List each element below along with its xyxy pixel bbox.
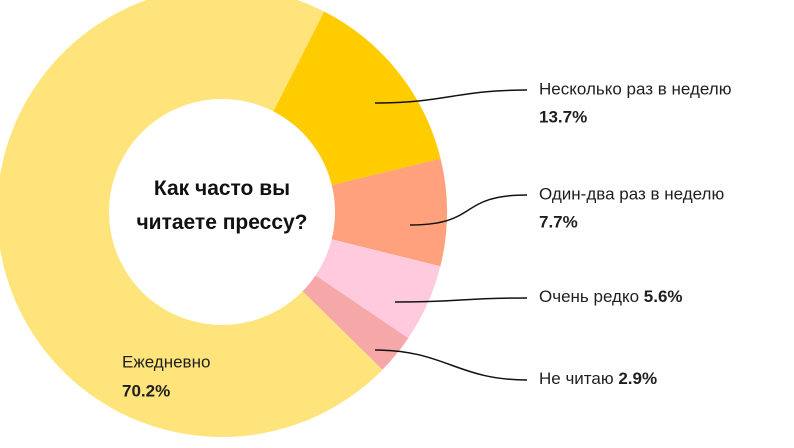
slice-label: Один-два раз в неделю <box>539 184 724 203</box>
slice-label-group: Очень редко 5.6% <box>539 287 683 306</box>
slice-label: Не читаю <box>539 369 614 388</box>
slice-value: 13.7% <box>539 107 587 126</box>
donut-slice <box>331 158 447 267</box>
leader-line <box>409 194 528 226</box>
leader-line <box>374 349 528 381</box>
slice-value: 70.2% <box>122 381 170 400</box>
donut-slice <box>0 0 383 437</box>
chart-title: Как часто вы читаете прессу? <box>136 177 308 234</box>
slice-label: Очень редко <box>539 287 639 306</box>
donut-slice <box>273 11 441 186</box>
leader-line <box>374 89 528 104</box>
slice-label-group: Не читаю 2.9% <box>539 369 657 388</box>
slice-label: Ежедневно <box>122 352 210 371</box>
slice-label: Несколько раз в неделю <box>539 79 732 98</box>
donut-slice <box>315 239 441 339</box>
leader-line <box>394 297 528 303</box>
donut-slice <box>302 275 409 370</box>
slice-value: 7.7% <box>539 212 578 231</box>
slice-value: 5.6% <box>644 287 683 306</box>
slice-value: 2.9% <box>618 369 657 388</box>
